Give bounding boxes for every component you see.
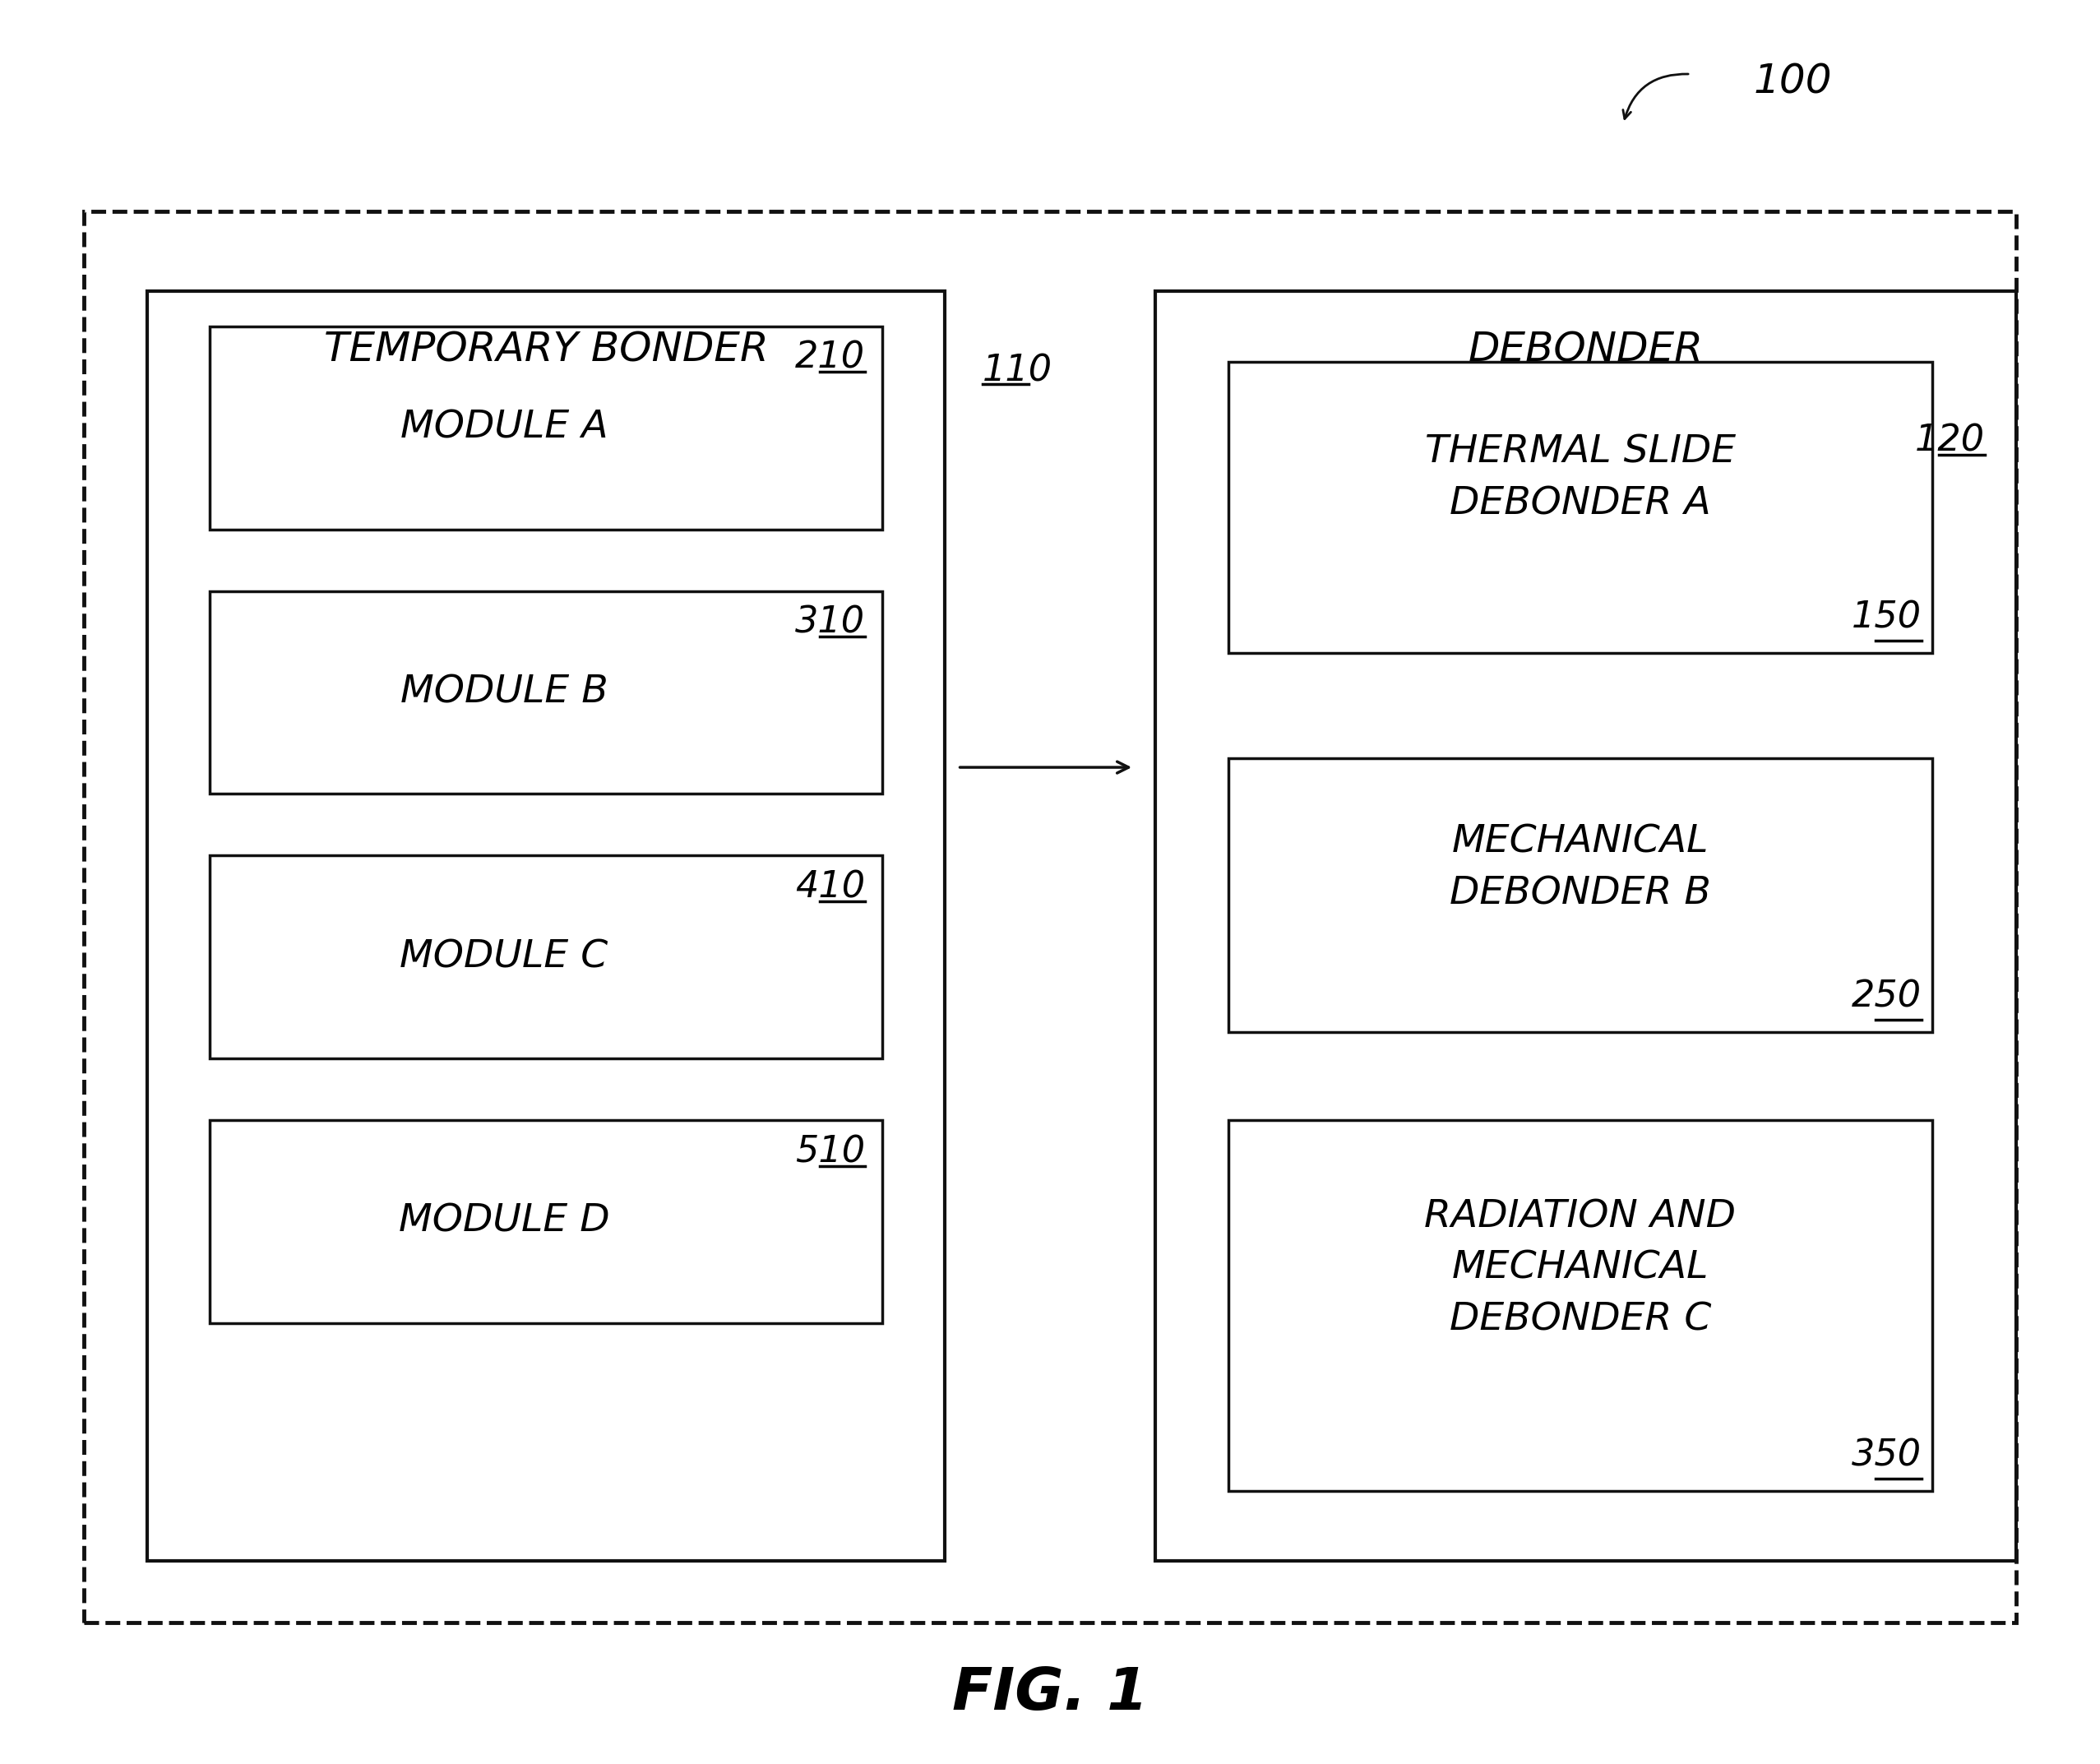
- Bar: [1155, 291, 2016, 1561]
- Bar: [1228, 1120, 1932, 1491]
- Text: 210: 210: [796, 340, 865, 376]
- Bar: [210, 856, 882, 1058]
- Bar: [1228, 759, 1932, 1032]
- Text: DEBONDER: DEBONDER: [1468, 330, 1703, 369]
- Text: 510: 510: [796, 1134, 865, 1170]
- Bar: [84, 212, 2016, 1623]
- Bar: [1228, 362, 1932, 653]
- Text: 100: 100: [1753, 62, 1831, 101]
- Bar: [210, 326, 882, 529]
- Text: MODULE B: MODULE B: [401, 674, 607, 711]
- Text: 350: 350: [1852, 1438, 1922, 1473]
- Text: 110: 110: [983, 353, 1052, 388]
- Text: MODULE C: MODULE C: [399, 938, 609, 975]
- Text: RADIATION AND
MECHANICAL
DEBONDER C: RADIATION AND MECHANICAL DEBONDER C: [1424, 1198, 1737, 1339]
- Text: FIG. 1: FIG. 1: [951, 1665, 1149, 1722]
- Text: 410: 410: [796, 870, 865, 905]
- Text: 150: 150: [1852, 600, 1922, 635]
- Text: MODULE A: MODULE A: [401, 409, 607, 446]
- Text: 250: 250: [1852, 979, 1922, 1014]
- Bar: [147, 291, 945, 1561]
- Text: 310: 310: [796, 605, 865, 640]
- Text: MECHANICAL
DEBONDER B: MECHANICAL DEBONDER B: [1449, 824, 1711, 912]
- Bar: [210, 591, 882, 794]
- Text: THERMAL SLIDE
DEBONDER A: THERMAL SLIDE DEBONDER A: [1424, 434, 1737, 522]
- Bar: [210, 1120, 882, 1323]
- Text: MODULE D: MODULE D: [399, 1203, 609, 1240]
- Text: TEMPORARY BONDER: TEMPORARY BONDER: [323, 330, 769, 369]
- Text: 120: 120: [1915, 423, 1984, 459]
